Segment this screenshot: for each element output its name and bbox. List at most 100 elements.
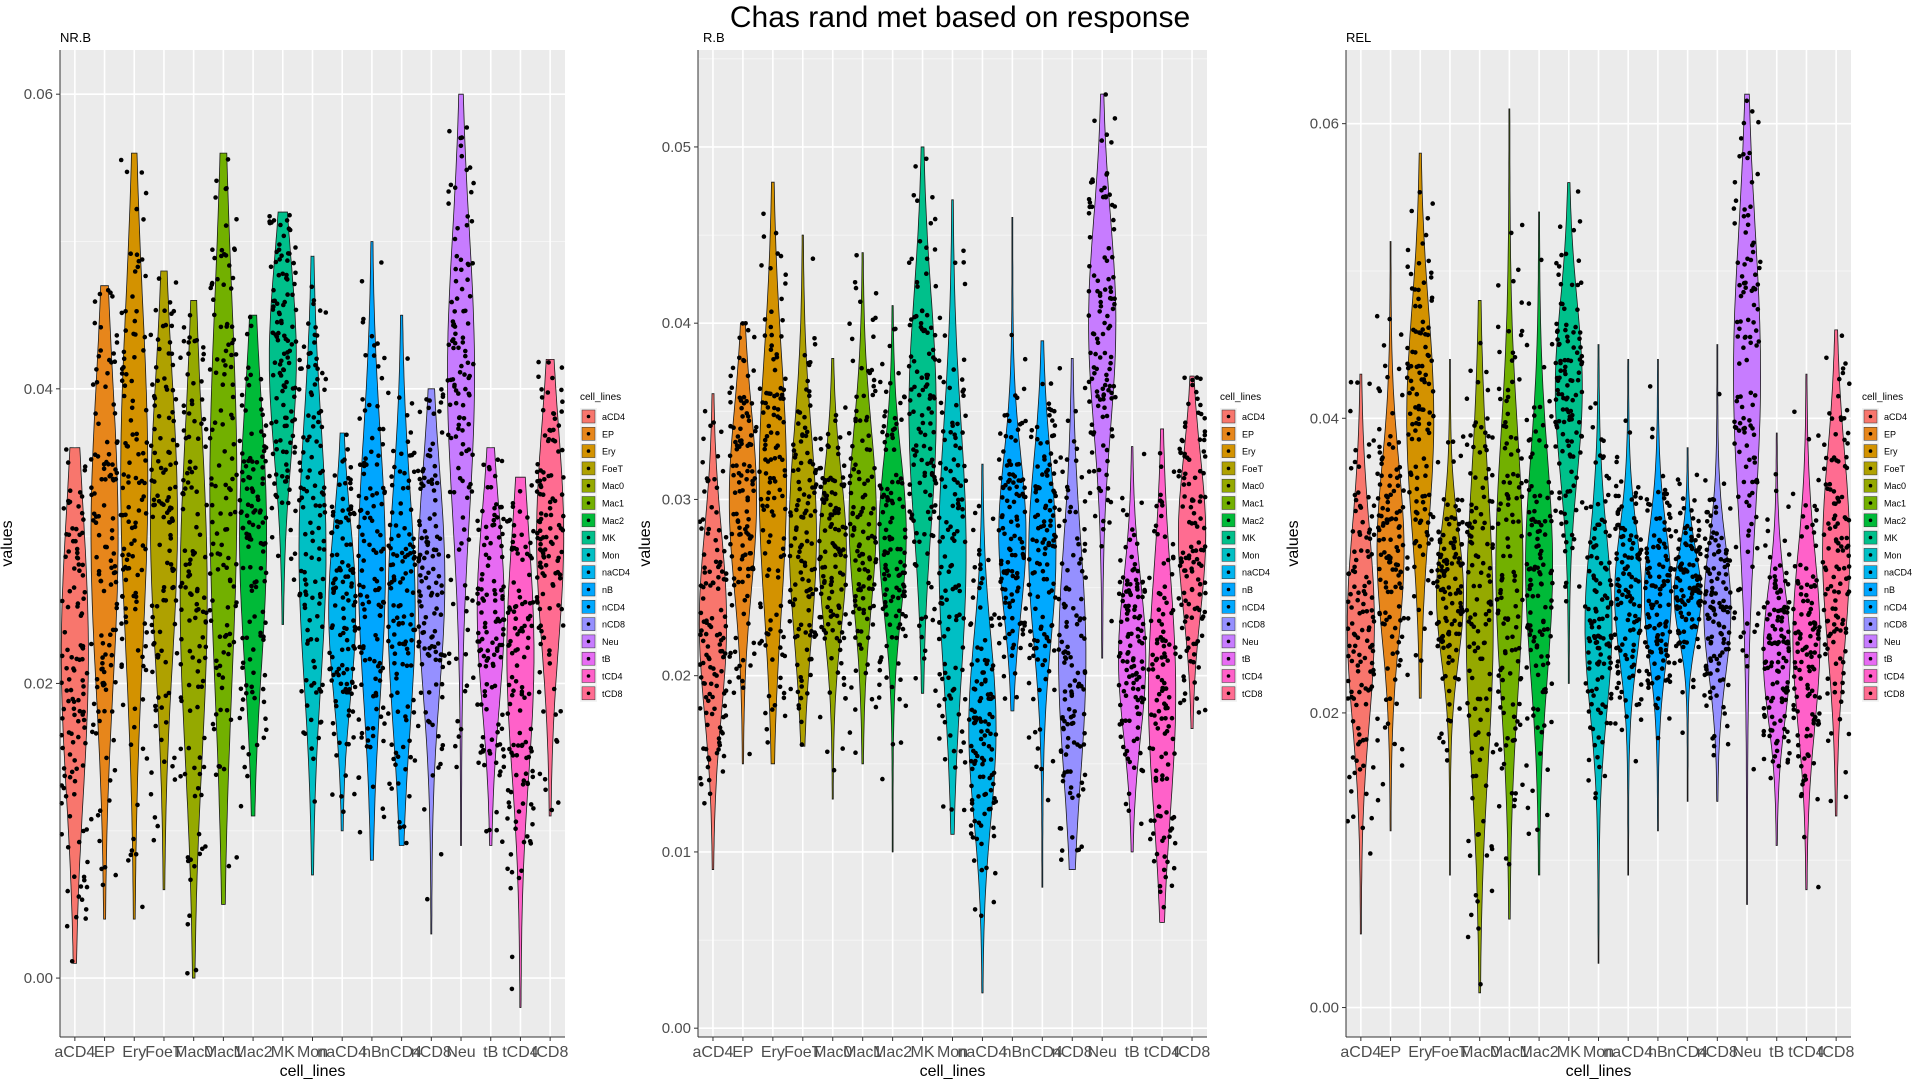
data-point: [701, 584, 706, 590]
data-point: [1385, 507, 1391, 512]
data-point: [1417, 304, 1423, 309]
data-point: [737, 566, 743, 572]
data-point: [185, 971, 190, 976]
data-point: [274, 494, 280, 500]
data-point: [1171, 814, 1177, 820]
data-point: [161, 502, 166, 508]
data-point: [847, 521, 853, 527]
data-point: [159, 705, 164, 710]
data-point: [1131, 738, 1137, 744]
data-point: [1042, 551, 1048, 557]
data-point: [758, 601, 763, 606]
data-point: [1106, 246, 1112, 251]
data-point: [1052, 687, 1057, 693]
data-point: [239, 469, 245, 475]
data-point: [171, 584, 176, 590]
y-tick-label: 0.03: [662, 491, 691, 508]
data-point: [542, 477, 547, 482]
data-point: [511, 609, 517, 614]
data-point: [853, 750, 858, 755]
data-point: [143, 667, 149, 673]
data-point: [1458, 584, 1464, 589]
data-point: [1355, 380, 1360, 385]
data-point: [238, 686, 244, 692]
data-point: [751, 368, 756, 373]
data-point: [346, 713, 352, 718]
data-point: [352, 684, 358, 690]
data-point: [897, 608, 902, 614]
data-point: [1156, 607, 1162, 612]
data-point: [170, 387, 176, 393]
data-point: [1382, 363, 1388, 369]
data-point: [766, 632, 771, 637]
data-point: [705, 722, 710, 728]
data-point: [315, 376, 320, 382]
data-point: [955, 529, 960, 534]
data-point: [1469, 675, 1475, 681]
data-point: [64, 923, 70, 929]
data-point: [980, 670, 985, 675]
data-point: [719, 569, 725, 574]
data-point: [178, 746, 184, 752]
data-point: [226, 555, 231, 561]
data-point: [988, 731, 993, 737]
data-point: [1111, 217, 1116, 223]
data-point: [1181, 475, 1187, 481]
data-point: [1364, 791, 1369, 797]
data-point: [547, 648, 552, 653]
data-point: [458, 135, 463, 141]
data-point: [1194, 696, 1200, 701]
data-point: [559, 549, 564, 555]
data-point: [1028, 629, 1033, 634]
data-point: [1202, 494, 1208, 500]
data-point: [59, 832, 64, 837]
data-point: [341, 809, 346, 814]
data-point: [1198, 516, 1203, 521]
data-point: [954, 402, 959, 408]
data-point: [1420, 319, 1426, 325]
data-point: [901, 584, 907, 589]
data-point: [143, 190, 149, 196]
data-point: [768, 391, 773, 397]
data-point: [1413, 653, 1419, 658]
data-point: [998, 561, 1004, 567]
data-point: [500, 531, 505, 537]
data-point: [423, 575, 429, 581]
data-point: [1000, 525, 1006, 531]
data-point: [232, 509, 238, 515]
data-point: [951, 531, 957, 537]
legend-label: MK: [602, 533, 616, 543]
data-point: [141, 663, 146, 669]
data-point: [455, 226, 460, 231]
data-point: [1414, 475, 1420, 481]
data-point: [382, 355, 387, 361]
data-point: [913, 164, 918, 169]
data-point: [796, 703, 801, 708]
points-EP: [1374, 313, 1407, 803]
data-point: [178, 355, 183, 361]
data-point: [417, 518, 422, 524]
data-point: [1121, 688, 1127, 694]
data-point: [1063, 752, 1069, 757]
violin-EP: [1376, 241, 1405, 832]
data-point: [792, 455, 798, 460]
data-point: [397, 395, 402, 400]
data-point: [1051, 471, 1057, 476]
data-point: [1177, 446, 1182, 452]
data-point: [1047, 508, 1053, 513]
data-point: [181, 428, 187, 433]
data-point: [996, 615, 1002, 621]
data-point: [988, 691, 993, 697]
data-point: [543, 563, 549, 568]
data-point: [100, 655, 105, 660]
data-point: [133, 475, 139, 481]
data-point: [246, 382, 252, 388]
x-tick-label: Ery: [761, 1044, 785, 1061]
data-point: [1132, 562, 1138, 567]
data-point: [227, 486, 232, 491]
data-point: [841, 682, 847, 687]
data-point: [210, 721, 216, 727]
data-point: [1395, 483, 1401, 489]
data-point: [1408, 378, 1414, 384]
data-point: [343, 773, 349, 778]
